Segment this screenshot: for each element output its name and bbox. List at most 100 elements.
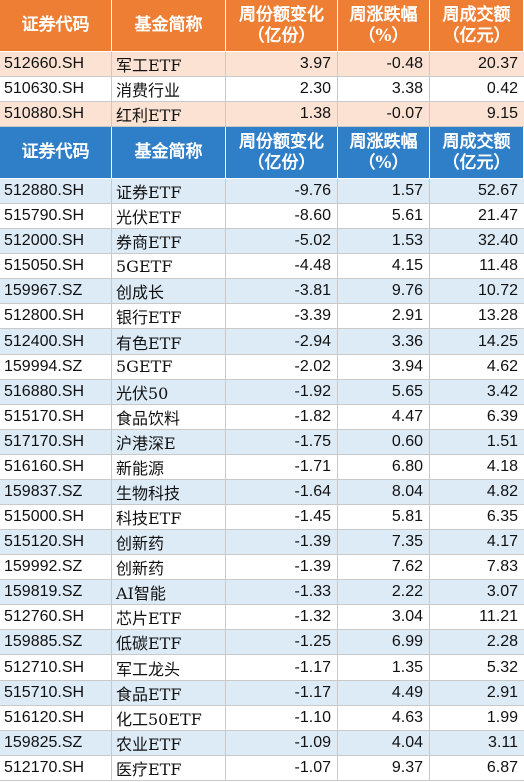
code: 515790.SH bbox=[0, 204, 112, 229]
share-change: -1.71 bbox=[226, 454, 338, 479]
fund-name: 生物科技 bbox=[112, 479, 226, 505]
share-change: -1.92 bbox=[226, 379, 338, 404]
table-row: 517170.SH 沪港深E -1.75 0.60 1.51 bbox=[0, 429, 524, 455]
weekly-return: 1.57 bbox=[338, 179, 430, 204]
table-row: 159992.SZ 创新药 -1.39 7.62 7.83 bbox=[0, 555, 524, 581]
table-row: 515170.SH 食品饮料 -1.82 4.47 6.39 bbox=[0, 404, 524, 430]
weekly-return: 2.91 bbox=[338, 304, 430, 329]
weekly-return: 9.37 bbox=[338, 755, 430, 780]
code: 515710.SH bbox=[0, 680, 112, 705]
code: 510880.SH bbox=[0, 102, 112, 126]
weekly-return: -0.07 bbox=[338, 102, 430, 126]
code: 515170.SH bbox=[0, 404, 112, 429]
header-text: 证券代码 bbox=[21, 142, 90, 162]
weekly-return: 2.22 bbox=[338, 580, 430, 605]
turnover: 6.87 bbox=[486, 758, 518, 776]
fund-name: 光伏50 bbox=[112, 379, 226, 404]
table-row: 159885.SZ 低碳ETF -1.25 6.99 2.28 bbox=[0, 630, 524, 656]
code: 159819.SZ bbox=[0, 580, 112, 605]
turnover: 11.48 bbox=[479, 257, 518, 275]
table-row: 512000.SH 券商ETF -5.02 1.53 32.40 bbox=[0, 229, 524, 255]
share-change: -1.32 bbox=[226, 605, 338, 630]
fund-name: 军工龙头 bbox=[112, 655, 226, 680]
fund-name: 科技ETF bbox=[112, 505, 226, 530]
fund-name: 创新药 bbox=[112, 530, 226, 555]
fund-name: 化工50ETF bbox=[112, 705, 226, 730]
fund-name: 红利ETF bbox=[112, 102, 226, 126]
fund-name: 5GETF bbox=[112, 354, 226, 379]
weekly-return: 3.38 bbox=[338, 77, 430, 101]
table-row: 159825.SZ 农业ETF -1.09 4.04 3.11 bbox=[0, 730, 524, 756]
weekly-return: -0.48 bbox=[338, 52, 430, 76]
code: 159994.SZ bbox=[0, 354, 112, 379]
weekly-return: 7.62 bbox=[338, 555, 430, 580]
code: 516160.SH bbox=[0, 454, 112, 479]
turnover: 3.11 bbox=[488, 733, 518, 751]
fund-name: 沪港深E bbox=[112, 429, 226, 454]
turnover: 9.15 bbox=[486, 105, 518, 122]
table-row: 159967.SZ 创成长 -3.81 9.76 10.72 bbox=[0, 279, 524, 305]
header-cell: 基金简称 bbox=[112, 0, 226, 51]
code: 516880.SH bbox=[0, 379, 112, 404]
header-cell: 周成交额 （亿元） bbox=[430, 0, 524, 51]
table-row: 510880.SH 红利ETF 1.38 -0.07 9.15 bbox=[0, 102, 524, 127]
header-cell: 周份额变化 （亿份） bbox=[226, 0, 338, 51]
code: 517170.SH bbox=[0, 429, 112, 454]
weekly-return: 4.49 bbox=[338, 680, 430, 705]
weekly-return: 1.35 bbox=[338, 655, 430, 680]
share-change: -1.64 bbox=[226, 479, 338, 505]
turnover: 13.28 bbox=[477, 307, 518, 325]
table-row: 512710.SH 军工龙头 -1.17 1.35 5.32 bbox=[0, 655, 524, 681]
weekly-return: 4.04 bbox=[338, 730, 430, 755]
weekly-return: 4.47 bbox=[338, 404, 430, 429]
share-change: -1.75 bbox=[226, 429, 338, 454]
weekly-return: 5.61 bbox=[338, 204, 430, 229]
share-change: -1.33 bbox=[226, 580, 338, 605]
turnover: 32.40 bbox=[477, 232, 518, 250]
share-change: 3.97 bbox=[226, 52, 338, 76]
code: 159967.SZ bbox=[0, 279, 112, 304]
fund-name: 医疗ETF bbox=[112, 755, 226, 780]
table-row: 512170.SH 医疗ETF -1.07 9.37 6.87 bbox=[0, 755, 524, 781]
turnover: 3.42 bbox=[486, 382, 518, 400]
turnover: 6.35 bbox=[486, 508, 518, 526]
code: 512000.SH bbox=[0, 229, 112, 254]
fund-name: 消费行业 bbox=[112, 77, 226, 101]
turnover: 21.47 bbox=[477, 207, 518, 225]
header-text: （%） bbox=[358, 152, 409, 173]
weekly-return: 8.04 bbox=[338, 479, 430, 505]
share-change: -9.76 bbox=[226, 179, 338, 204]
header-text: 周成交额 bbox=[442, 4, 511, 25]
header-text: （亿份） bbox=[247, 25, 316, 46]
table-row: 515710.SH 食品ETF -1.17 4.49 2.91 bbox=[0, 680, 524, 706]
code: 512170.SH bbox=[0, 755, 112, 780]
share-change: 1.38 bbox=[226, 102, 338, 126]
turnover: 52.67 bbox=[477, 182, 518, 200]
share-change: -1.39 bbox=[226, 530, 338, 555]
fund-name: AI智能 bbox=[112, 580, 226, 605]
code: 159837.SZ bbox=[0, 479, 112, 505]
turnover: 4.82 bbox=[486, 482, 518, 500]
share-change: -8.60 bbox=[226, 204, 338, 229]
header-text: （亿元） bbox=[442, 152, 511, 173]
code: 510630.SH bbox=[0, 77, 112, 101]
weekly-return: 6.99 bbox=[338, 630, 430, 655]
turnover: 4.17 bbox=[486, 533, 518, 551]
share-change: -1.07 bbox=[226, 755, 338, 780]
turnover: 14.25 bbox=[477, 332, 518, 350]
table-row: 512660.SH 军工ETF 3.97 -0.48 20.37 bbox=[0, 52, 524, 77]
table-row: 515000.SH 科技ETF -1.45 5.81 6.35 bbox=[0, 505, 524, 531]
share-change: 2.30 bbox=[226, 77, 338, 101]
fund-name: 食品ETF bbox=[112, 680, 226, 705]
fund-name: 芯片ETF bbox=[112, 605, 226, 630]
turnover: 10.72 bbox=[477, 282, 518, 300]
share-change: -1.39 bbox=[226, 555, 338, 580]
share-change: -1.17 bbox=[226, 655, 338, 680]
code: 515050.SH bbox=[0, 254, 112, 279]
code: 159885.SZ bbox=[0, 630, 112, 655]
header-text: 周涨跌幅 bbox=[349, 4, 418, 25]
weekly-return: 4.63 bbox=[338, 705, 430, 730]
header-row: 证券代码 基金简称 周份额变化 （亿份） 周涨跌幅 （%） 周成交额 （亿元） bbox=[0, 0, 524, 52]
fund-name: 光伏ETF bbox=[112, 204, 226, 229]
turnover: 11.21 bbox=[479, 608, 518, 626]
